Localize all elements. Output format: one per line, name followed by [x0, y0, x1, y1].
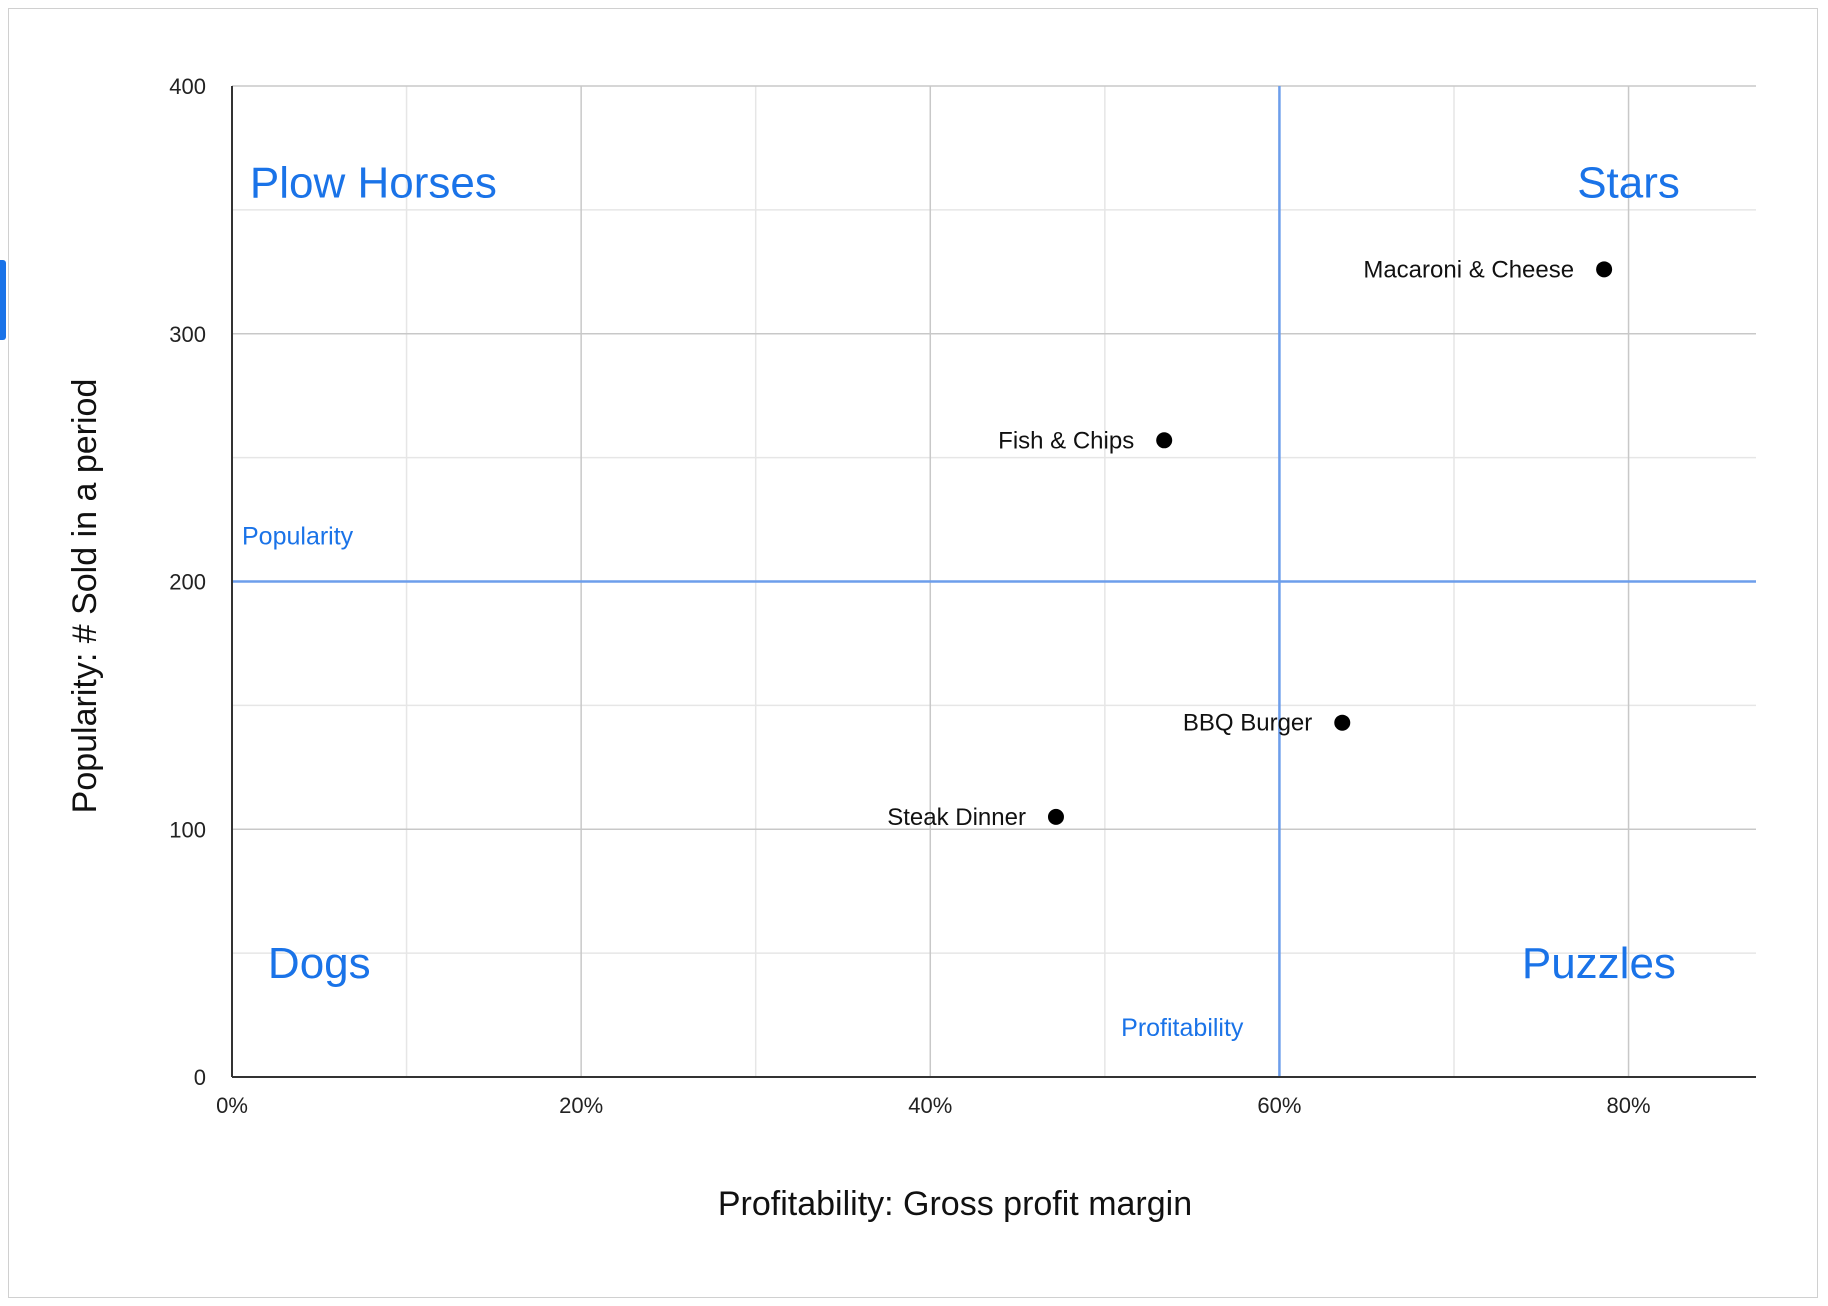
y-tick-label: 400 [169, 74, 206, 99]
x-tick-label: 60% [1257, 1093, 1301, 1118]
x-tick-label: 20% [559, 1093, 603, 1118]
y-tick-label: 300 [169, 322, 206, 347]
data-point [1334, 714, 1351, 731]
data-point [1156, 432, 1173, 449]
profitability-reference-label: Profitability [1121, 1014, 1244, 1042]
quadrant-label: Dogs [268, 939, 371, 988]
data-point [1047, 808, 1064, 825]
data-point-label: Fish & Chips [998, 427, 1134, 454]
y-tick-label: 100 [169, 817, 206, 842]
x-tick-label: 80% [1607, 1093, 1651, 1118]
axes [231, 86, 1756, 1078]
data-point-label: Steak Dinner [887, 804, 1026, 831]
reference-lines: Popularity Profitability [232, 86, 1756, 1077]
chart-frame [8, 8, 1818, 1298]
quadrant-labels: Plow Horses Stars Dogs Puzzles [250, 158, 1680, 987]
data-point [1596, 261, 1613, 278]
quadrant-label: Plow Horses [250, 158, 497, 207]
data-point-label: Macaroni & Cheese [1363, 256, 1574, 283]
x-tick-label: 0% [216, 1093, 248, 1118]
x-tick-labels: 0% 20% 40% 60% 80% [216, 1093, 1650, 1118]
x-axis-title: Profitability: Gross profit margin [718, 1185, 1192, 1223]
quadrant-label: Puzzles [1522, 939, 1676, 988]
quadrant-label: Stars [1577, 158, 1680, 207]
y-tick-label: 200 [169, 570, 206, 595]
data-point-label: BBQ Burger [1183, 710, 1312, 737]
popularity-reference-label: Popularity [242, 523, 354, 551]
panel-resize-handle[interactable] [0, 260, 6, 340]
x-tick-label: 40% [908, 1093, 952, 1118]
y-tick-label: 0 [194, 1065, 206, 1090]
y-tick-labels: 0 100 200 300 400 [169, 74, 206, 1090]
y-axis-title: Popularity: # Sold in a period [66, 379, 104, 814]
data-points: Macaroni & Cheese Fish & Chips BBQ Burger S… [887, 256, 1613, 831]
